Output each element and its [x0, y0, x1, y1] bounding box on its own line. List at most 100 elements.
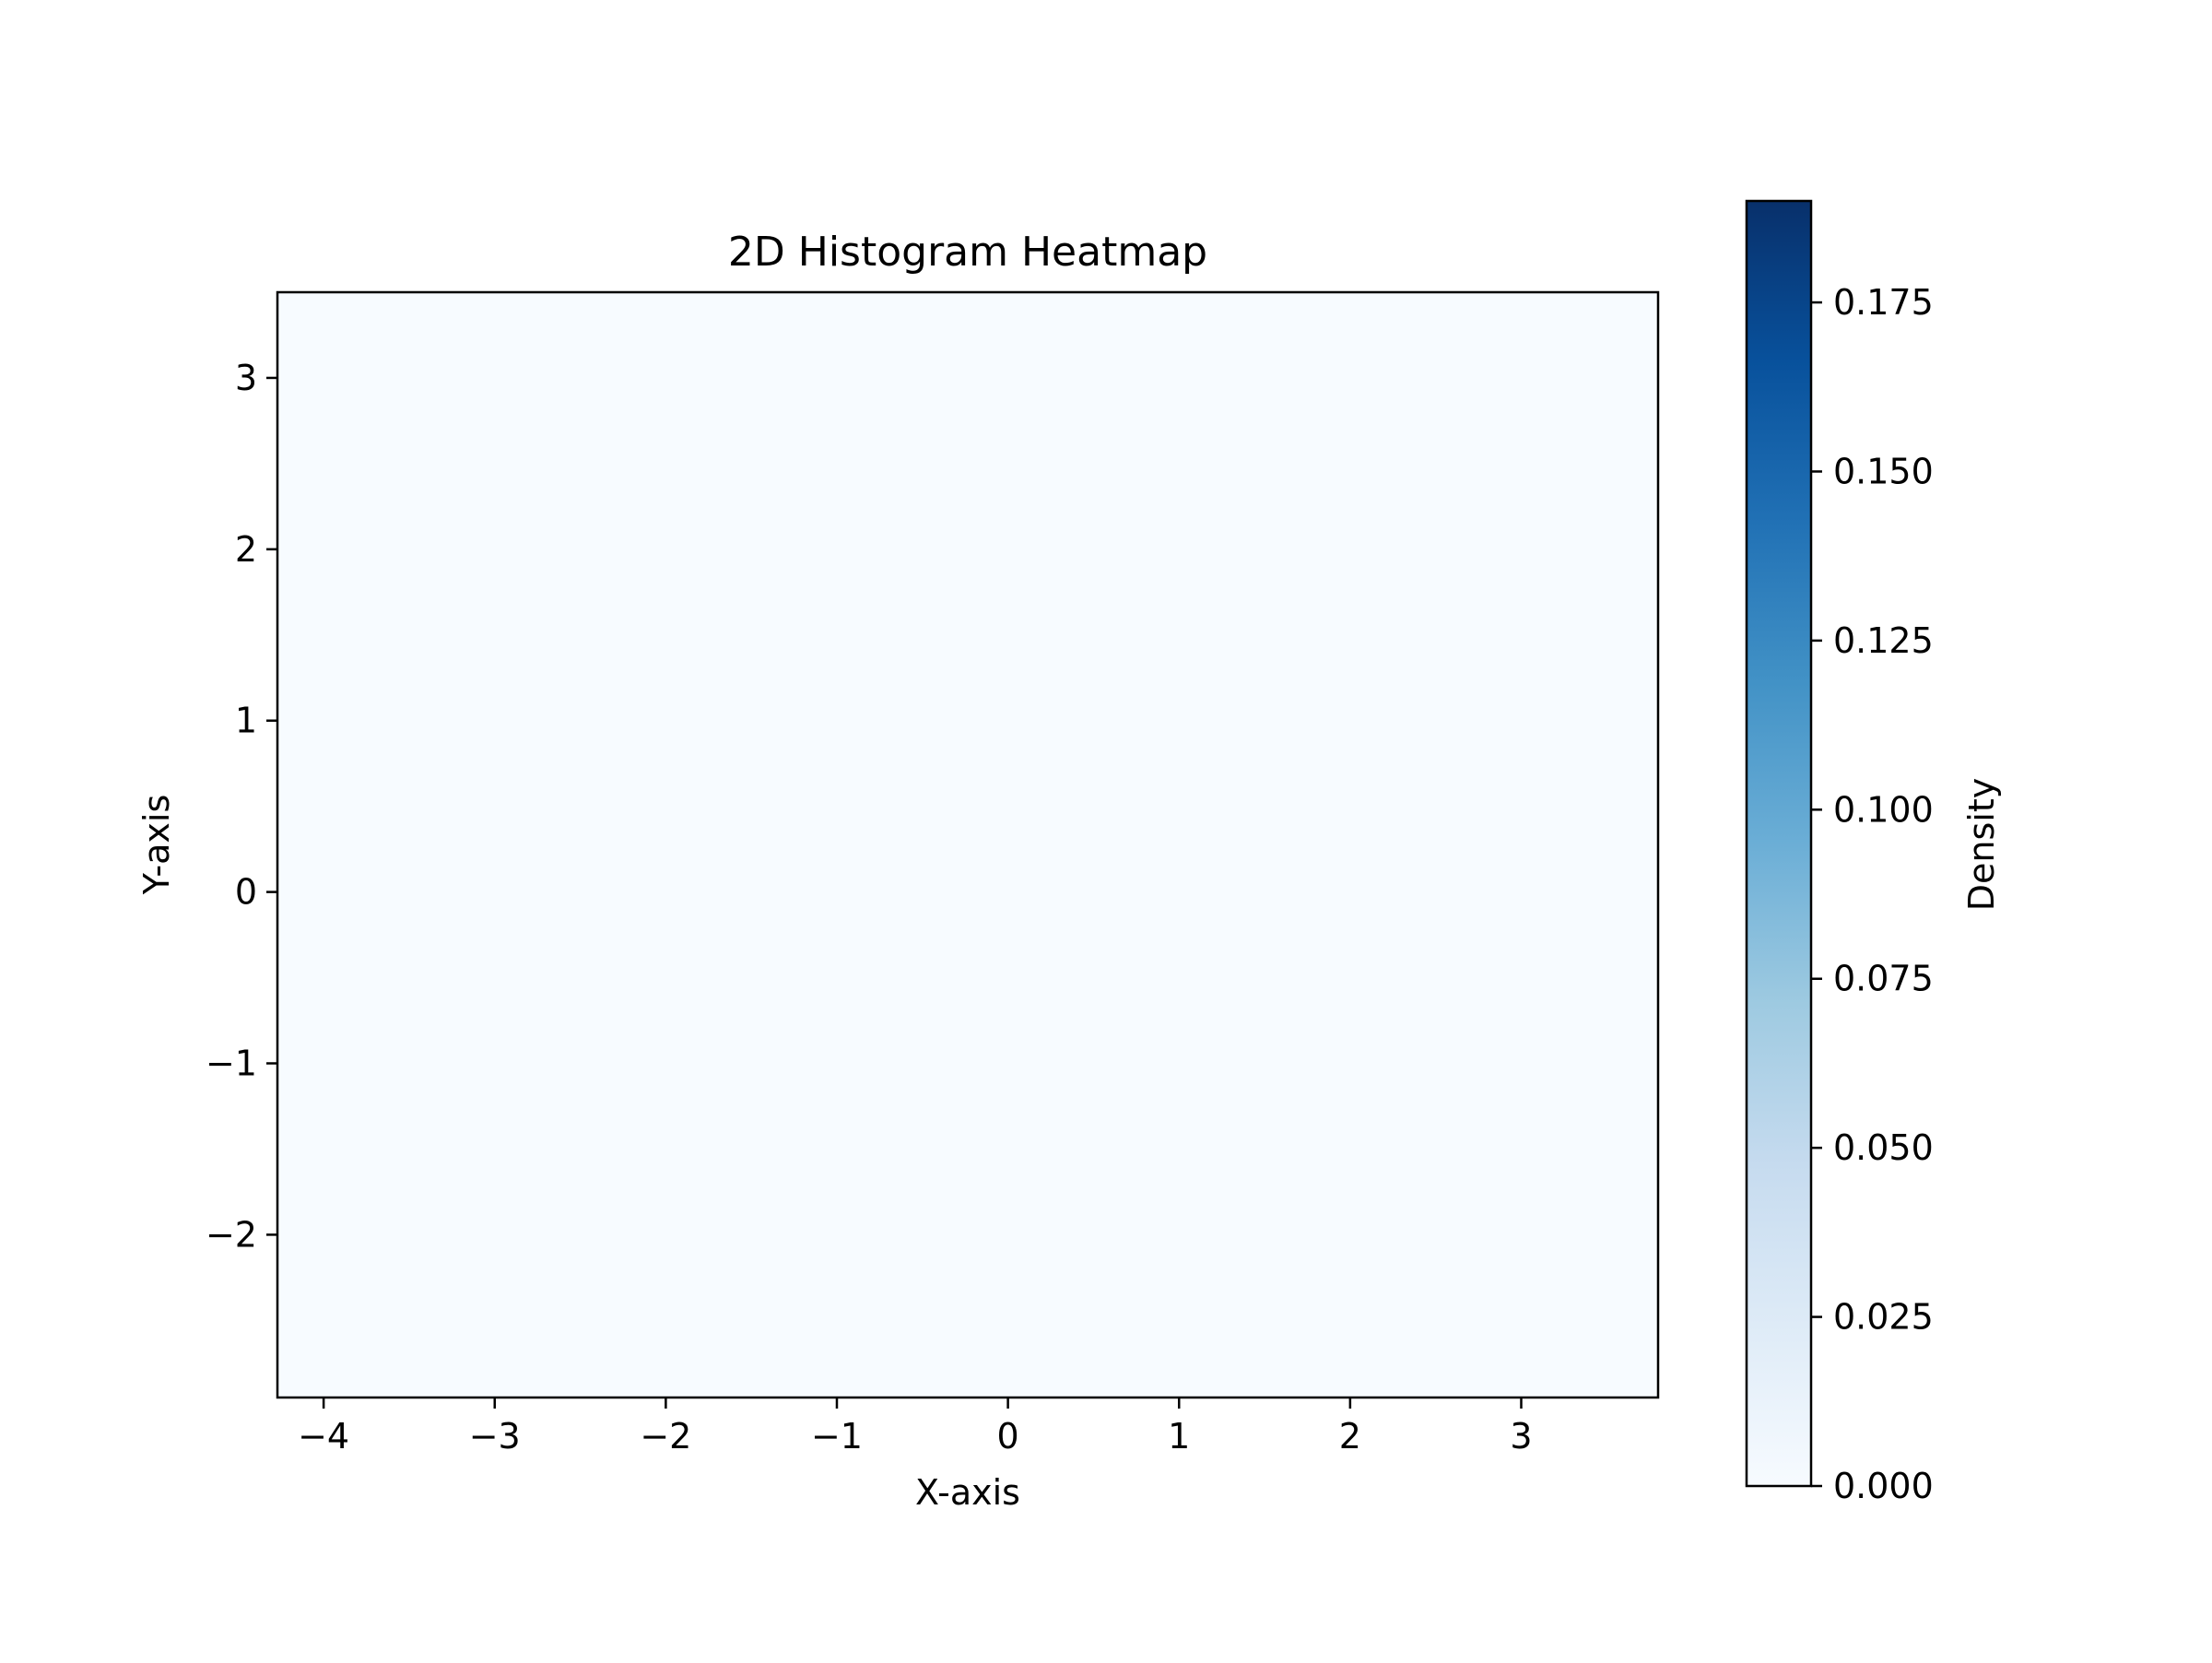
heatmap-cell [876, 697, 923, 735]
heatmap-cell [922, 365, 968, 403]
heatmap-cell [1105, 1139, 1152, 1177]
heatmap-cell [1013, 1066, 1060, 1103]
heatmap-cell [415, 292, 462, 329]
heatmap-cell [553, 881, 600, 919]
heatmap-cell [461, 402, 508, 440]
heatmap-cell [1243, 402, 1290, 440]
heatmap-cell [507, 1361, 554, 1398]
heatmap-cell [1105, 623, 1152, 661]
heatmap-cell [1612, 476, 1658, 513]
heatmap-cell [599, 292, 646, 329]
heatmap-cell [599, 1213, 646, 1251]
heatmap-cell [599, 697, 646, 735]
heatmap-cell [691, 623, 738, 661]
heatmap-cell [277, 1287, 324, 1325]
heatmap-cell [1474, 1029, 1521, 1067]
heatmap-cell [323, 402, 370, 440]
heatmap-cell [1059, 660, 1106, 698]
heatmap-cell [1428, 697, 1475, 735]
heatmap-cell [1289, 476, 1336, 513]
heatmap-cell [507, 328, 554, 366]
heatmap-cell [1289, 549, 1336, 587]
heatmap-cell [599, 328, 646, 366]
heatmap-cell [415, 476, 462, 513]
heatmap-cell [277, 365, 324, 403]
heatmap-cell [415, 734, 462, 772]
heatmap-cell [783, 660, 830, 698]
heatmap-cell [369, 439, 416, 477]
heatmap-cell [1013, 586, 1060, 624]
heatmap-cell [830, 1250, 877, 1288]
heatmap-cell [1197, 955, 1244, 993]
heatmap-cell [1566, 844, 1613, 882]
heatmap-cell [1013, 402, 1060, 440]
heatmap-cell [1289, 1103, 1336, 1140]
heatmap-cell [1474, 771, 1521, 808]
heatmap-cell [1474, 844, 1521, 882]
heatmap-cell [323, 328, 370, 366]
heatmap-cell [1335, 992, 1382, 1030]
heatmap-cell [1428, 771, 1475, 808]
heatmap-cell [737, 734, 784, 772]
heatmap-cell [1382, 992, 1429, 1030]
heatmap-cell [369, 549, 416, 587]
heatmap-cell [737, 623, 784, 661]
heatmap-cell [1105, 808, 1152, 845]
heatmap-cell [1566, 623, 1613, 661]
heatmap-cell [1335, 586, 1382, 624]
heatmap-cell [1243, 697, 1290, 735]
heatmap-cell [1428, 918, 1475, 956]
heatmap-cell [507, 1176, 554, 1214]
heatmap-cell [507, 697, 554, 735]
heatmap-cell [645, 660, 692, 698]
heatmap-cell [968, 881, 1014, 919]
heatmap-cell [277, 328, 324, 366]
heatmap-cell [737, 992, 784, 1030]
heatmap-cell [1474, 1103, 1521, 1140]
heatmap-cell [783, 734, 830, 772]
heatmap-cell [968, 1324, 1014, 1362]
heatmap-cell [1335, 365, 1382, 403]
heatmap-cell [1289, 660, 1336, 698]
heatmap-cell [323, 1324, 370, 1362]
heatmap-cell [1566, 1250, 1613, 1288]
heatmap-cell [1105, 1103, 1152, 1140]
heatmap-cell [1335, 1176, 1382, 1214]
heatmap-cell [1566, 476, 1613, 513]
heatmap-cell [1428, 1287, 1475, 1325]
heatmap-cell [1382, 1213, 1429, 1251]
heatmap-cell [1151, 734, 1198, 772]
heatmap-cell [1059, 881, 1106, 919]
heatmap-cell [1151, 1287, 1198, 1325]
heatmap-cell [1013, 918, 1060, 956]
heatmap-cell [830, 1103, 877, 1140]
heatmap-cell [1428, 1029, 1475, 1067]
heatmap-cell [1520, 918, 1567, 956]
heatmap-cell [277, 734, 324, 772]
heatmap-cell [1243, 660, 1290, 698]
heatmap-cell [1013, 1361, 1060, 1398]
heatmap-cell [1520, 513, 1567, 550]
heatmap-cell [599, 771, 646, 808]
heatmap-cell [1335, 918, 1382, 956]
heatmap-cell [1335, 660, 1382, 698]
x-tick-label: −2 [640, 1416, 691, 1457]
heatmap-cell [1059, 292, 1106, 329]
heatmap-cell [507, 660, 554, 698]
heatmap-cell [1105, 1029, 1152, 1067]
heatmap-cell [369, 1029, 416, 1067]
heatmap-cell [415, 439, 462, 477]
heatmap-cell [830, 513, 877, 550]
heatmap-cell [1151, 1361, 1198, 1398]
heatmap-cell [1335, 1324, 1382, 1362]
heatmap-cell [1566, 365, 1613, 403]
heatmap-cell [737, 328, 784, 366]
heatmap-cell [876, 439, 923, 477]
heatmap-cell [323, 660, 370, 698]
heatmap-cell [691, 365, 738, 403]
heatmap-cell [1197, 586, 1244, 624]
heatmap-cell [1335, 1066, 1382, 1103]
heatmap-cell [1474, 513, 1521, 550]
heatmap-cell [1382, 1250, 1429, 1288]
colorbar-tick-label: 0.150 [1833, 451, 1934, 491]
